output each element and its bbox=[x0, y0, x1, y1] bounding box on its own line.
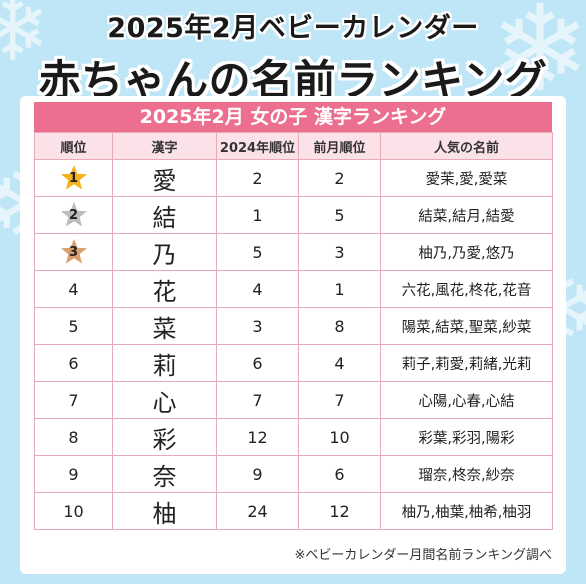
prev-rank-cell: 8 bbox=[298, 307, 381, 345]
table-row: 9 奈 9 6 瑠奈,柊奈,紗奈 bbox=[34, 455, 553, 493]
prev-rank-cell: 12 bbox=[298, 492, 381, 530]
kanji-cell: 柚 bbox=[112, 492, 217, 530]
column-header-popular-names: 人気の名前 bbox=[380, 132, 553, 160]
column-header-prev-rank: 前月順位 bbox=[298, 132, 381, 160]
rank-2024-cell: 7 bbox=[216, 381, 299, 419]
kanji-cell: 心 bbox=[112, 381, 217, 419]
rank-number: 10 bbox=[63, 501, 84, 521]
rank-2024-cell: 5 bbox=[216, 233, 299, 271]
column-header-rank: 順位 bbox=[34, 132, 113, 160]
popular-names-cell: 結菜,結月,結愛 bbox=[380, 196, 553, 234]
rank-2024-cell: 1 bbox=[216, 196, 299, 234]
rank-cell: 3 bbox=[34, 233, 113, 271]
rank-number: 2 bbox=[68, 208, 79, 223]
column-header-2024-rank: 2024年順位 bbox=[216, 132, 299, 160]
rank-cell: 9 bbox=[34, 455, 113, 493]
popular-names-cell: 莉子,莉愛,莉緒,光莉 bbox=[380, 344, 553, 382]
prev-rank-cell: 1 bbox=[298, 270, 381, 308]
rank-2024-cell: 6 bbox=[216, 344, 299, 382]
rank-number: 5 bbox=[68, 316, 79, 336]
kanji-cell: 奈 bbox=[112, 455, 217, 493]
kanji-cell: 菜 bbox=[112, 307, 217, 345]
snowflake-icon: ❄ bbox=[490, 0, 586, 119]
page-subtitle: 2025年2月ベビーカレンダー bbox=[107, 13, 479, 44]
rank-cell: 10 bbox=[34, 492, 113, 530]
table-title: 2025年2月 女の子 漢字ランキング bbox=[34, 102, 552, 132]
table-row: 8 彩 12 10 彩葉,彩羽,陽彩 bbox=[34, 418, 553, 456]
table-row: 4 花 4 1 六花,風花,柊花,花音 bbox=[34, 270, 553, 308]
popular-names-cell: 愛茉,愛,愛菜 bbox=[380, 159, 553, 197]
kanji-cell: 花 bbox=[112, 270, 217, 308]
header: 2025年2月ベビーカレンダー 赤ちゃんの名前ランキング bbox=[0, 0, 586, 108]
rank-cell: 7 bbox=[34, 381, 113, 419]
popular-names-cell: 陽菜,結菜,聖菜,紗菜 bbox=[380, 307, 553, 345]
rank-number: 6 bbox=[68, 353, 79, 373]
rank-2024-cell: 4 bbox=[216, 270, 299, 308]
prev-rank-cell: 3 bbox=[298, 233, 381, 271]
rank-number: 4 bbox=[68, 279, 79, 299]
column-header-kanji: 漢字 bbox=[112, 132, 217, 160]
rank-2024-cell: 24 bbox=[216, 492, 299, 530]
popular-names-cell: 六花,風花,柊花,花音 bbox=[380, 270, 553, 308]
rank-cell: 4 bbox=[34, 270, 113, 308]
popular-names-cell: 彩葉,彩羽,陽彩 bbox=[380, 418, 553, 456]
gold-star-icon: 1 bbox=[59, 163, 89, 193]
rank-number: 8 bbox=[68, 427, 79, 447]
kanji-cell: 愛 bbox=[112, 159, 217, 197]
table-row: 2 結 1 5 結菜,結月,結愛 bbox=[34, 196, 553, 234]
rank-2024-cell: 2 bbox=[216, 159, 299, 197]
bronze-star-icon: 3 bbox=[59, 237, 89, 267]
table-header-row: 順位 漢字 2024年順位 前月順位 人気の名前 bbox=[34, 132, 553, 160]
prev-rank-cell: 6 bbox=[298, 455, 381, 493]
popular-names-cell: 瑠奈,柊奈,紗奈 bbox=[380, 455, 553, 493]
rank-number: 1 bbox=[68, 171, 79, 186]
rank-2024-cell: 9 bbox=[216, 455, 299, 493]
kanji-cell: 乃 bbox=[112, 233, 217, 271]
rank-number: 9 bbox=[68, 464, 79, 484]
rank-number: 7 bbox=[68, 390, 79, 410]
rank-cell: 5 bbox=[34, 307, 113, 345]
popular-names-cell: 柚乃,乃愛,悠乃 bbox=[380, 233, 553, 271]
kanji-cell: 結 bbox=[112, 196, 217, 234]
ranking-card: 2025年2月 女の子 漢字ランキング 順位 漢字 2024年順位 前月順位 人… bbox=[20, 96, 566, 574]
prev-rank-cell: 7 bbox=[298, 381, 381, 419]
popular-names-cell: 柚乃,柚葉,柚希,柚羽 bbox=[380, 492, 553, 530]
rank-number: 3 bbox=[68, 245, 79, 260]
table-row: 6 莉 6 4 莉子,莉愛,莉緒,光莉 bbox=[34, 344, 553, 382]
table-row: 10 柚 24 12 柚乃,柚葉,柚希,柚羽 bbox=[34, 492, 553, 530]
popular-names-cell: 心陽,心春,心結 bbox=[380, 381, 553, 419]
table-row: 1 愛 2 2 愛茉,愛,愛菜 bbox=[34, 159, 553, 197]
rank-cell: 2 bbox=[34, 196, 113, 234]
rank-2024-cell: 3 bbox=[216, 307, 299, 345]
footnote: ※ベビーカレンダー月間名前ランキング調べ bbox=[294, 548, 552, 563]
rank-cell: 8 bbox=[34, 418, 113, 456]
prev-rank-cell: 5 bbox=[298, 196, 381, 234]
prev-rank-cell: 10 bbox=[298, 418, 381, 456]
silver-star-icon: 2 bbox=[59, 200, 89, 230]
table-row: 7 心 7 7 心陽,心春,心結 bbox=[34, 381, 553, 419]
snowflake-icon: ❄ bbox=[0, 0, 51, 82]
table-row: 3 乃 5 3 柚乃,乃愛,悠乃 bbox=[34, 233, 553, 271]
kanji-cell: 莉 bbox=[112, 344, 217, 382]
rank-cell: 1 bbox=[34, 159, 113, 197]
rank-2024-cell: 12 bbox=[216, 418, 299, 456]
table-row: 5 菜 3 8 陽菜,結菜,聖菜,紗菜 bbox=[34, 307, 553, 345]
prev-rank-cell: 4 bbox=[298, 344, 381, 382]
kanji-cell: 彩 bbox=[112, 418, 217, 456]
prev-rank-cell: 2 bbox=[298, 159, 381, 197]
rank-cell: 6 bbox=[34, 344, 113, 382]
ranking-table: 順位 漢字 2024年順位 前月順位 人気の名前 1 愛 2 2 愛茉,愛,愛菜 2 結 1 5… bbox=[34, 132, 553, 530]
